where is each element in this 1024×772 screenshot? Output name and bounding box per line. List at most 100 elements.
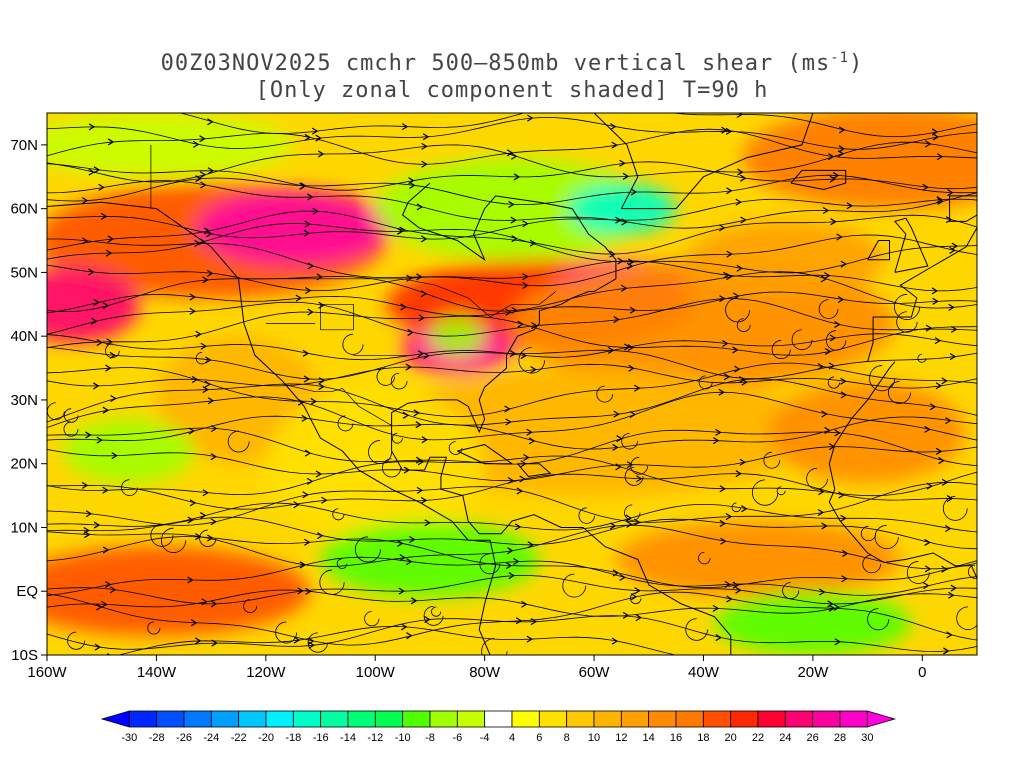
streamline xyxy=(117,625,977,655)
eddy-swirl xyxy=(342,333,364,355)
map-frame xyxy=(46,112,978,656)
streamline-arrow xyxy=(924,565,932,573)
streamline-arrow xyxy=(397,539,404,547)
streamline-arrow xyxy=(529,239,537,247)
eddy-swirl xyxy=(917,353,927,363)
streamline-arrow xyxy=(719,519,727,527)
eddy-swirl xyxy=(448,441,463,455)
streamline-arrow xyxy=(207,167,215,175)
eddy-swirl xyxy=(698,551,711,565)
streamline-arrow xyxy=(817,362,824,371)
streamline-arrow xyxy=(420,496,428,504)
streamline-arrow xyxy=(712,657,717,663)
streamline-arrow xyxy=(421,142,428,150)
streamline-arrow xyxy=(406,558,413,566)
streamline-arrow xyxy=(206,269,214,277)
streamline-arrow xyxy=(838,491,845,499)
streamline-arrow xyxy=(926,482,934,490)
streamline-arrow xyxy=(527,114,534,122)
streamline-arrow xyxy=(312,207,319,215)
eddy-swirl xyxy=(751,479,779,506)
colorbar-swatch xyxy=(620,710,650,728)
eddy-swirl xyxy=(624,467,644,486)
streamline-arrow xyxy=(635,614,643,622)
streamline-arrow xyxy=(719,485,726,493)
streamline-arrow xyxy=(931,287,939,295)
streamline-arrow xyxy=(828,604,836,612)
streamline-arrow xyxy=(726,595,733,603)
streamline-arrow xyxy=(514,523,522,531)
streamline-arrow xyxy=(91,317,98,325)
streamline xyxy=(47,311,977,356)
streamline-arrow xyxy=(88,123,96,131)
streamline-arrow xyxy=(615,463,622,471)
eddy-swirl xyxy=(685,618,708,641)
streamline-arrow xyxy=(516,487,524,495)
streamline-arrow xyxy=(107,235,115,243)
streamline-arrow xyxy=(937,197,944,205)
streamline-arrow xyxy=(210,600,218,608)
streamline-arrow xyxy=(422,133,430,141)
streamline-arrow xyxy=(941,478,949,486)
eddy-swirl xyxy=(763,451,781,469)
streamline-arrow xyxy=(950,325,958,333)
streamline-arrow xyxy=(821,522,828,530)
streamline-arrow xyxy=(611,141,618,149)
streamline-arrow xyxy=(423,352,430,360)
streamline-arrow xyxy=(630,593,638,601)
eddy-swirl xyxy=(827,376,840,389)
streamline-arrow xyxy=(949,246,956,254)
streamline-arrow xyxy=(81,197,89,205)
streamline-arrow xyxy=(315,470,323,478)
streamline-arrow xyxy=(507,547,514,555)
streamline xyxy=(47,161,977,191)
x-tick-label: 20W xyxy=(797,664,829,681)
streamline-arrow xyxy=(634,587,641,595)
streamline-arrow xyxy=(834,429,841,437)
streamline-arrow xyxy=(199,171,207,179)
streamline-arrow xyxy=(946,631,953,639)
streamline-arrow xyxy=(406,632,413,640)
colorbar-swatch xyxy=(702,710,732,728)
streamline-arrow xyxy=(622,611,630,619)
eddy-swirl xyxy=(431,606,442,617)
eddy-swirl xyxy=(731,502,742,513)
streamline-arrow xyxy=(935,447,943,455)
streamline-arrow xyxy=(740,216,747,224)
streamline-arrow xyxy=(81,237,89,245)
streamline-arrow xyxy=(409,535,416,544)
streamline-arrow xyxy=(188,427,196,435)
streamline-arrow xyxy=(93,382,100,390)
streamline-arrow xyxy=(189,499,197,507)
streamline-arrow xyxy=(416,273,423,281)
colorbar-swatch xyxy=(320,710,349,728)
streamline-arrow xyxy=(613,316,620,324)
streamline-arrow xyxy=(829,334,837,342)
eddy-swirl xyxy=(64,408,79,423)
colorbar-swatch xyxy=(210,710,240,728)
streamline-arrow xyxy=(303,229,311,237)
streamline-arrow xyxy=(626,262,634,270)
streamline xyxy=(47,271,977,312)
streamline-arrow xyxy=(105,249,113,257)
streamline-arrow xyxy=(421,436,429,444)
eddy-swirl xyxy=(725,297,751,323)
streamline-arrow xyxy=(609,250,616,258)
x-tick-label: 80W xyxy=(469,664,501,681)
streamline-arrow xyxy=(504,405,511,413)
eddy-swirl xyxy=(332,508,345,521)
streamline-layer xyxy=(47,113,977,663)
streamline-arrow xyxy=(505,308,512,316)
streamline-arrow xyxy=(202,276,209,284)
streamline-arrow xyxy=(629,306,637,314)
eddy-swirl xyxy=(874,524,899,550)
streamline-arrow xyxy=(102,406,110,414)
streamline-arrow xyxy=(100,212,108,220)
eddy-swirl xyxy=(518,347,545,374)
eddy-swirl xyxy=(368,440,392,464)
streamline-arrow xyxy=(509,350,517,358)
streamline-arrow xyxy=(306,477,314,485)
streamline-arrow xyxy=(101,600,108,608)
y-tick-label: 50N xyxy=(10,264,38,281)
colorbar-label: -6 xyxy=(452,732,462,744)
